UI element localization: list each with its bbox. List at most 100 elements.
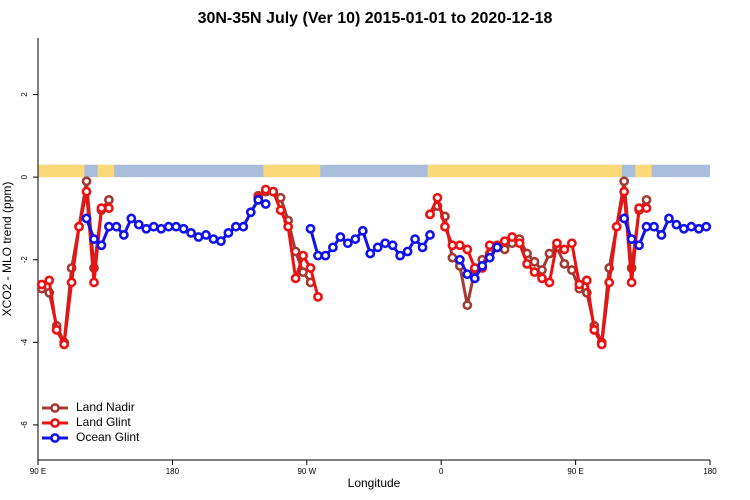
data-point [96,240,107,251]
data-point [492,242,503,253]
data-point [133,219,144,230]
y-tick-label: -2 [20,256,29,264]
data-point [656,230,667,240]
data-point [59,339,70,350]
data-point [514,238,525,249]
y-axis-title: XCO2 - MLO trend (ppm) [0,182,14,317]
data-point [626,234,637,244]
data-point [462,269,473,280]
data-point [163,221,174,232]
data-point [313,291,323,302]
data-point [469,263,480,273]
data-point [395,250,406,261]
data-point [275,205,286,216]
data-point [305,223,316,234]
x-tick-label: 90 E [567,467,583,476]
land-span [427,164,622,178]
data-point [544,277,555,288]
data-point [447,252,458,263]
data-point [245,207,256,218]
data-point [634,240,644,251]
data-point [171,221,182,232]
y-tick-label: -6 [20,421,29,429]
data-point [89,277,99,288]
data-point [469,273,480,284]
data-point [253,194,264,205]
data-point [454,240,465,251]
x-tick-label: 90 W [297,467,316,476]
land-span [38,164,85,178]
data-point [552,238,562,249]
data-point [544,248,555,259]
data-point [484,240,495,251]
series-line [41,187,647,350]
data-point [350,234,361,244]
legend-marker [50,433,60,443]
data-point [81,186,92,197]
land-span [97,164,115,178]
data-point [440,221,450,232]
legend-label: Land Nadir [76,400,135,414]
data-point [238,221,249,232]
data-point [313,250,323,261]
data-point [641,221,652,232]
data-point [462,300,473,311]
data-point [484,252,495,263]
x-tick-label: 90 E [30,467,46,476]
data-point [156,223,167,234]
data-point [522,258,532,269]
legend-label: Ocean Glint [76,430,140,444]
data-point [201,230,211,240]
data-point [537,273,547,284]
data-point [566,238,577,249]
data-point [111,221,122,232]
data-point [447,240,458,251]
data-point [342,238,353,249]
data-point [425,230,435,240]
data-point [402,246,413,257]
x-tick-label: 0 [439,467,444,476]
data-point [604,277,615,288]
data-point [387,240,398,251]
data-point [260,199,271,209]
data-point [641,194,652,205]
data-point [320,250,331,261]
data-point [36,279,47,290]
y-tick-label: 2 [20,92,29,97]
data-point [357,225,368,236]
data-point [581,275,592,286]
data-point [649,221,659,232]
data-point [678,223,689,234]
data-point [596,339,607,350]
data-point [589,325,600,335]
data-point [208,234,219,244]
land-span [263,164,321,178]
data-point [634,203,644,214]
data-point [626,277,637,288]
data-point [216,236,226,247]
data-point [148,221,159,232]
data-point [89,234,99,244]
data-point [641,203,652,214]
data-point [693,223,704,234]
data-point [290,273,301,284]
data-point [298,250,308,261]
data-point [141,223,152,234]
data-point [671,219,682,230]
data-point [425,209,435,220]
data-point [81,213,92,224]
data-point [104,194,114,205]
data-point [335,232,346,242]
data-point [410,234,420,244]
data-point [619,176,630,187]
legend-marker [50,418,60,428]
data-point [51,325,62,335]
land-span [635,164,652,178]
x-axis-title: Longitude [348,476,401,490]
data-point [104,221,114,232]
legend-label: Land Glint [76,415,131,429]
data-point [611,221,622,232]
data-point [44,275,55,286]
